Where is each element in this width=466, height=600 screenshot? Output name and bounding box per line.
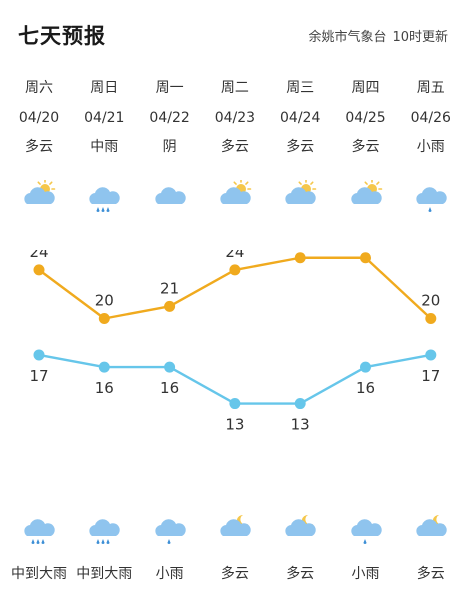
day-weather-label: 多云 [220,139,249,155]
low-temp-point [98,361,110,373]
low-temp-point [33,349,45,361]
night-weather-label: 多云 [220,566,249,582]
light-rain-icon [413,180,449,214]
day-weather-label: 多云 [351,139,380,155]
night-weather-label: 小雨 [351,566,380,582]
page-title: 七天预报 [18,24,106,48]
weekday-label: 周四 [351,80,380,96]
date-label: 04/20 [18,110,60,126]
weekday-label: 周日 [90,80,119,96]
low-temp-label: 13 [291,416,310,434]
high-temp-label: 20 [421,292,440,310]
high-temp-point [360,252,371,264]
weekday-label: 周六 [25,80,53,96]
day-weather-label: 阴 [162,139,177,155]
day-weather-label: 多云 [25,139,53,155]
night-weather-label: 中到大雨 [76,566,133,582]
low-temp-label: 16 [95,379,114,397]
moderate-heavy-rain-icon [86,512,122,546]
night-weather-label: 中到大雨 [11,566,67,582]
high-temp-point [164,300,176,312]
high-temp-label: 20 [95,292,114,310]
partly-cloudy-night-icon [282,512,318,546]
low-temp-point [294,398,306,410]
partly-cloudy-night-icon [217,512,253,546]
temperature-chart: 2420212425252017161613131617 [29,250,440,434]
date-label: 04/21 [84,110,125,126]
high-temp-label: 24 [225,250,244,261]
partly-cloudy-icon [21,178,57,214]
night-weather-label: 多云 [286,566,315,582]
low-temp-label: 17 [421,367,440,385]
update-time: 10时更新 [392,30,448,45]
date-label: 04/22 [149,110,190,126]
overcast-icon [152,180,188,214]
day-weather-label: 中雨 [90,139,119,155]
weekday-label: 周二 [220,80,249,96]
update-info: 余姚市气象台 10时更新 [302,26,448,45]
partly-cloudy-icon [217,178,253,214]
weekday-label: 周五 [416,80,445,96]
date-label: 04/24 [280,110,321,126]
high-temp-label: 21 [160,279,179,297]
light-rain-icon [348,512,384,546]
light-rain-icon [152,512,188,546]
source-label: 余姚市气象台 [308,30,387,45]
forecast-header: 七天预报 余姚市气象台 10时更新 [0,0,466,70]
partly-cloudy-night-icon [413,512,449,546]
partly-cloudy-icon [348,178,384,214]
weekday-label: 周一 [155,80,184,96]
moderate-rain-icon [86,180,122,214]
low-temp-point [425,349,437,361]
high-temp-point [33,264,45,276]
low-temp-point [229,398,241,410]
high-temp-point [98,313,110,324]
high-temp-point [229,264,241,276]
weekday-label: 周三 [286,80,315,96]
low-temp-label: 16 [160,379,179,397]
high-temp-point [425,313,437,324]
high-temp-point [294,252,306,264]
night-weather-label: 多云 [416,566,445,582]
night-weather-label: 小雨 [155,566,184,582]
low-temp-label: 13 [225,416,244,434]
partly-cloudy-icon [282,178,318,214]
date-label: 04/26 [410,110,451,126]
low-temp-label: 17 [29,367,48,385]
low-temp-point [360,361,371,373]
date-label: 04/25 [345,110,386,126]
day-weather-label: 小雨 [416,139,445,155]
day-weather-label: 多云 [286,139,315,155]
low-temp-point [164,361,176,373]
moderate-heavy-rain-icon [21,512,57,546]
low-temp-label: 16 [356,379,375,397]
date-label: 04/23 [214,110,256,126]
high-temp-label: 24 [29,250,48,261]
